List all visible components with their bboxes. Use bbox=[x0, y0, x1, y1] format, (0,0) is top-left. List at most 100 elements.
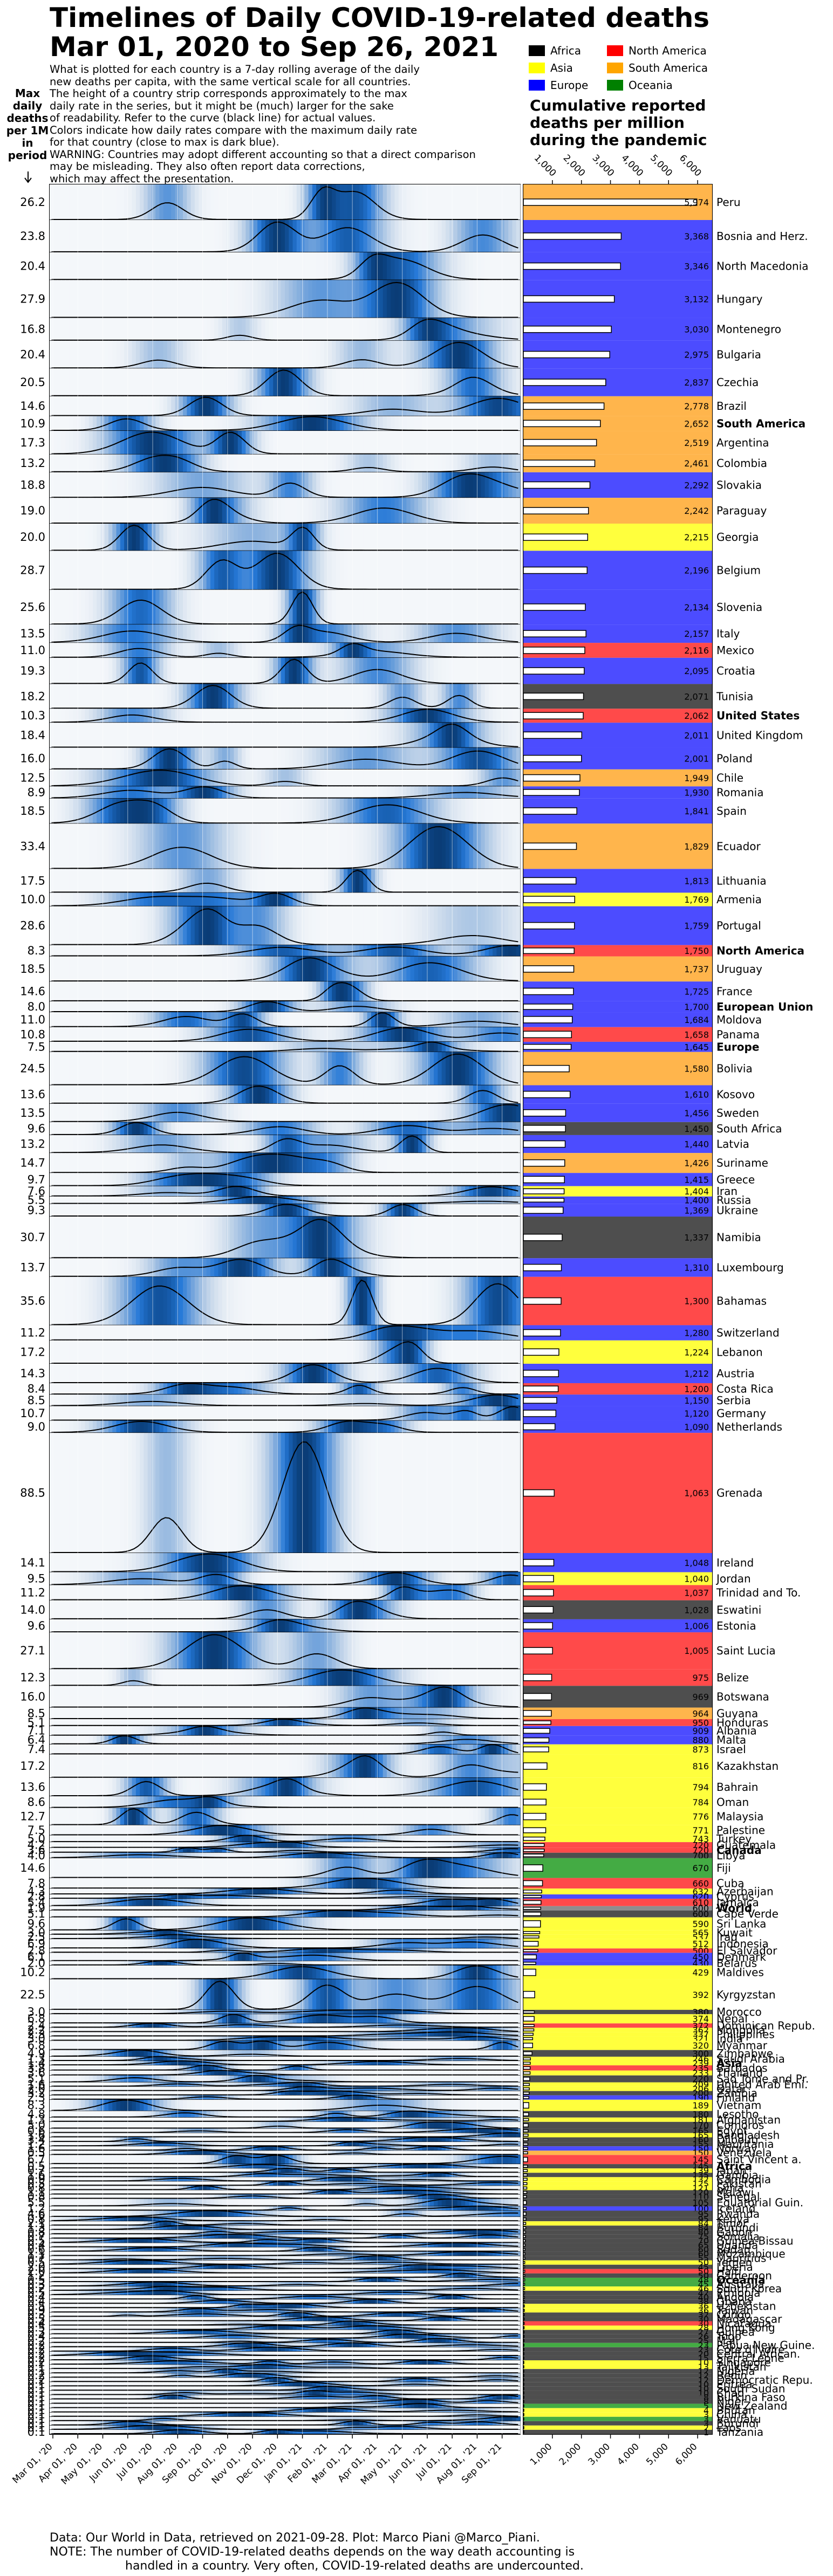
heat-cell bbox=[304, 1012, 309, 1027]
heat-cell bbox=[469, 318, 474, 341]
heat-cell bbox=[316, 454, 320, 472]
heat-cell bbox=[457, 340, 462, 369]
heat-cell bbox=[504, 906, 509, 945]
heat-cell bbox=[320, 945, 325, 957]
heat-cell bbox=[449, 589, 454, 625]
heat-cell bbox=[512, 431, 517, 455]
heat-cell bbox=[269, 684, 274, 709]
heat-cell bbox=[230, 524, 235, 551]
heat-cell bbox=[449, 892, 454, 906]
heat-cell bbox=[324, 498, 329, 524]
heat-cell bbox=[363, 747, 368, 770]
heat-cell bbox=[477, 498, 481, 524]
heat-cell bbox=[194, 657, 199, 684]
heat-cell bbox=[324, 219, 329, 252]
heat-cell bbox=[140, 657, 144, 684]
heat-cell bbox=[50, 318, 54, 341]
heat-cell bbox=[477, 709, 481, 723]
heat-cell bbox=[344, 657, 348, 684]
heat-cell bbox=[194, 219, 199, 252]
heat-cell bbox=[242, 318, 246, 341]
heat-cell bbox=[304, 906, 309, 945]
heat-cell bbox=[493, 643, 497, 658]
heat-cell bbox=[402, 786, 407, 799]
heat-cell bbox=[253, 431, 258, 455]
heat-cell bbox=[281, 472, 285, 498]
heat-cell bbox=[65, 709, 70, 723]
heat-cell bbox=[414, 472, 419, 498]
heat-cell bbox=[344, 472, 348, 498]
heat-cell bbox=[504, 219, 509, 252]
heat-cell bbox=[214, 524, 219, 551]
heat-cell bbox=[465, 643, 470, 658]
heat-cell bbox=[61, 431, 66, 455]
heat-cell bbox=[124, 798, 128, 824]
heat-cell bbox=[391, 551, 395, 590]
heat-cell bbox=[386, 786, 391, 799]
country-curve bbox=[51, 908, 518, 945]
heat-cell bbox=[465, 498, 470, 524]
heat-cell bbox=[128, 657, 133, 684]
heat-cell bbox=[386, 981, 391, 1001]
heat-cell bbox=[344, 981, 348, 1001]
heat-cell bbox=[339, 396, 344, 416]
heat-cell bbox=[418, 747, 422, 770]
country-name: Europe bbox=[716, 1040, 759, 1053]
heat-cell bbox=[183, 1001, 187, 1013]
heat-cell bbox=[281, 981, 285, 1001]
heat-cell bbox=[394, 981, 399, 1001]
heat-cell bbox=[481, 498, 486, 524]
country-heatmap-strip bbox=[50, 318, 521, 341]
heat-cell bbox=[218, 524, 223, 551]
heat-cell bbox=[194, 524, 199, 551]
heat-cell bbox=[285, 684, 289, 709]
heat-cell bbox=[355, 1012, 360, 1027]
heat-cell bbox=[249, 657, 254, 684]
country-curve bbox=[51, 982, 518, 1001]
heat-cell bbox=[461, 643, 466, 658]
heat-cell bbox=[429, 945, 434, 957]
heat-cell bbox=[426, 589, 431, 625]
heat-cell bbox=[61, 1041, 66, 1052]
heat-cell bbox=[371, 1052, 375, 1086]
heat-cell bbox=[426, 340, 431, 369]
heat-cell bbox=[512, 551, 517, 590]
heat-cell bbox=[50, 624, 54, 643]
heat-cell bbox=[285, 416, 289, 431]
heat-cell bbox=[171, 769, 176, 787]
heat-cell bbox=[81, 798, 85, 824]
heat-cell bbox=[132, 340, 136, 369]
country-heatmap-strip bbox=[50, 454, 521, 472]
heat-cell bbox=[202, 524, 207, 551]
heat-cell bbox=[308, 1001, 313, 1013]
cumulative-title-line: Cumulative reported bbox=[530, 97, 707, 114]
heat-cell bbox=[473, 657, 477, 684]
heat-cell bbox=[429, 657, 434, 684]
max-rate-label: 18.2 bbox=[20, 690, 45, 703]
heat-cell bbox=[171, 823, 176, 869]
heat-cell bbox=[237, 906, 242, 945]
heat-cell bbox=[77, 956, 81, 982]
cumulative-value-label: 1,759 bbox=[684, 921, 709, 931]
heat-cell bbox=[155, 684, 160, 709]
heat-cell bbox=[453, 892, 458, 906]
heat-cell bbox=[206, 823, 211, 869]
heat-cell bbox=[202, 1041, 207, 1052]
heat-cell bbox=[469, 252, 474, 280]
heat-cell bbox=[273, 906, 278, 945]
heat-cell bbox=[473, 624, 477, 643]
heat-cell bbox=[206, 396, 211, 416]
heat-cell bbox=[104, 657, 109, 684]
country-name: Mexico bbox=[716, 644, 754, 657]
heat-cell bbox=[265, 747, 270, 770]
heat-cell bbox=[190, 786, 195, 799]
heat-cell bbox=[457, 318, 462, 341]
cumulative-bar bbox=[523, 692, 584, 700]
heat-cell bbox=[171, 892, 176, 906]
heat-cell bbox=[320, 684, 325, 709]
heat-cell bbox=[88, 723, 93, 748]
heat-cell bbox=[155, 624, 160, 643]
country-name: South America bbox=[716, 417, 805, 430]
heat-cell bbox=[88, 280, 93, 318]
heat-cell bbox=[61, 1085, 66, 1104]
